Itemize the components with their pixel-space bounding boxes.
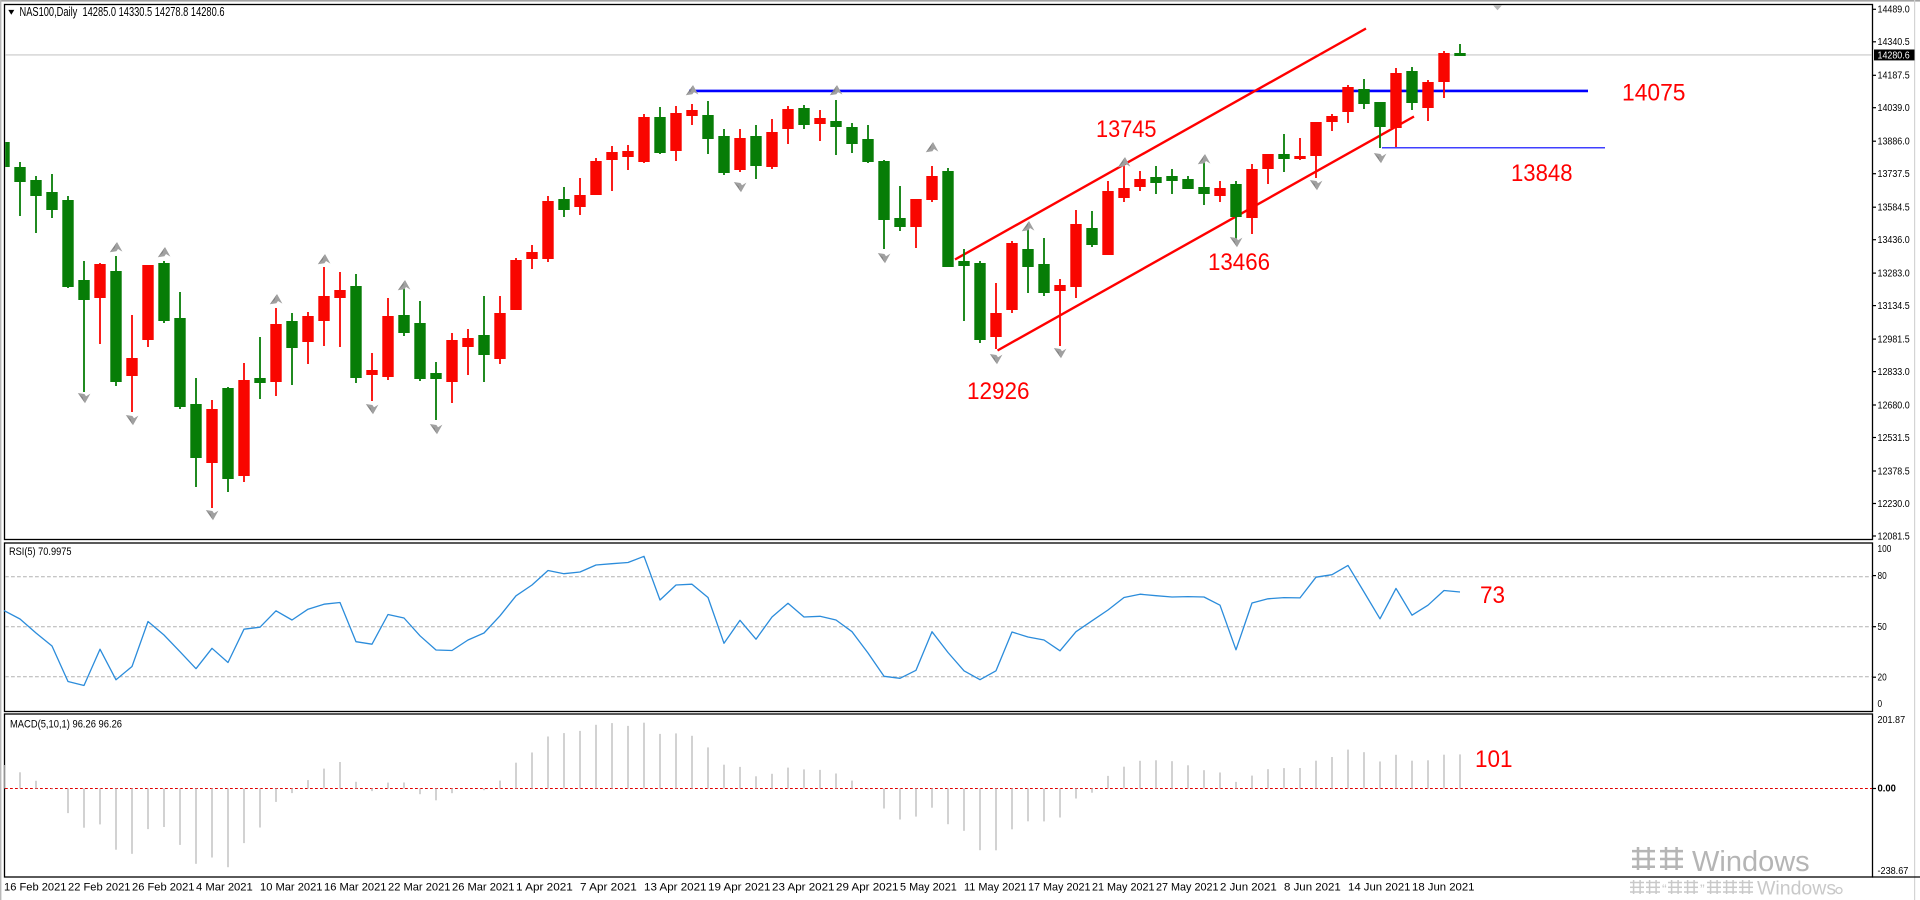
svg-text:22 Mar 2021: 22 Mar 2021 <box>388 882 451 894</box>
svg-text:NAS100,Daily 14285.0 14330.5: NAS100,Daily 14285.0 14330.5 14278.8 142… <box>20 5 225 19</box>
svg-text:100: 100 <box>1878 544 1892 555</box>
svg-text:0: 0 <box>1878 699 1883 710</box>
svg-text:27 May 2021: 27 May 2021 <box>1156 882 1219 894</box>
svg-text:101: 101 <box>1475 746 1513 773</box>
svg-text:17 May 2021: 17 May 2021 <box>1028 882 1091 894</box>
svg-text:13745: 13745 <box>1096 116 1157 143</box>
svg-text:13134.5: 13134.5 <box>1878 301 1911 312</box>
svg-text:12081.5: 12081.5 <box>1878 531 1911 542</box>
svg-text:16 Mar 2021: 16 Mar 2021 <box>324 882 387 894</box>
svg-text:23 Apr 2021: 23 Apr 2021 <box>772 882 835 894</box>
svg-text:13436.0: 13436.0 <box>1878 235 1911 246</box>
svg-text:7 Apr 2021: 7 Apr 2021 <box>580 882 637 894</box>
svg-text:26 Mar 2021: 26 Mar 2021 <box>452 882 515 894</box>
svg-text:14489.0: 14489.0 <box>1878 5 1911 16</box>
svg-text:20: 20 <box>1878 673 1888 684</box>
svg-text:22 Feb 2021: 22 Feb 2021 <box>68 882 131 894</box>
svg-text:13886.0: 13886.0 <box>1878 137 1911 148</box>
svg-text:11 May 2021: 11 May 2021 <box>964 882 1027 894</box>
svg-text:5 May 2021: 5 May 2021 <box>900 882 957 894</box>
svg-text:13 Apr 2021: 13 Apr 2021 <box>644 882 707 894</box>
svg-text:16 Feb 2021: 16 Feb 2021 <box>4 882 67 894</box>
svg-text:12926: 12926 <box>967 378 1030 405</box>
svg-text:12833.0: 12833.0 <box>1878 367 1911 378</box>
svg-text:73: 73 <box>1480 582 1505 609</box>
svg-text:2 Jun 2021: 2 Jun 2021 <box>1220 882 1277 894</box>
svg-text:12981.5: 12981.5 <box>1878 335 1911 346</box>
svg-text:29 Apr 2021: 29 Apr 2021 <box>836 882 899 894</box>
svg-text:26 Feb 2021: 26 Feb 2021 <box>132 882 195 894</box>
svg-text:-238.67: -238.67 <box>1878 866 1909 877</box>
svg-text:13848: 13848 <box>1511 160 1573 187</box>
svg-text:1 Apr 2021: 1 Apr 2021 <box>516 882 573 894</box>
svg-text:201.87: 201.87 <box>1878 715 1906 726</box>
svg-text:“: “ <box>1662 881 1667 897</box>
svg-text:14075: 14075 <box>1622 80 1686 107</box>
svg-text:18 Jun 2021: 18 Jun 2021 <box>1412 882 1475 894</box>
svg-text:8 Jun 2021: 8 Jun 2021 <box>1284 882 1341 894</box>
svg-text:13466: 13466 <box>1208 249 1270 276</box>
svg-text:21 May 2021: 21 May 2021 <box>1092 882 1155 894</box>
svg-text:RSI(5) 70.9975: RSI(5) 70.9975 <box>9 546 72 558</box>
svg-text:0.00: 0.00 <box>1878 784 1897 795</box>
svg-text:50: 50 <box>1878 622 1888 633</box>
svg-text:14187.5: 14187.5 <box>1878 71 1911 82</box>
svg-text:12230.0: 12230.0 <box>1878 499 1911 510</box>
svg-text:Windows: Windows <box>1757 878 1836 900</box>
svg-text:MACD(5,10,1) 96.26 96.26: MACD(5,10,1) 96.26 96.26 <box>10 719 122 731</box>
svg-text:13584.5: 13584.5 <box>1878 203 1911 214</box>
svg-text:”: ” <box>1700 881 1705 897</box>
svg-text:Windows: Windows <box>1692 846 1810 878</box>
svg-text:13283.0: 13283.0 <box>1878 269 1911 280</box>
svg-text:80: 80 <box>1878 571 1888 582</box>
svg-text:13737.5: 13737.5 <box>1878 169 1911 180</box>
svg-text:14 Jun 2021: 14 Jun 2021 <box>1348 882 1411 894</box>
svg-text:12378.5: 12378.5 <box>1878 466 1911 477</box>
svg-text:14039.0: 14039.0 <box>1878 103 1911 114</box>
svg-text:12531.5: 12531.5 <box>1878 433 1911 444</box>
svg-text:14280.6: 14280.6 <box>1878 50 1911 61</box>
svg-text:12680.0: 12680.0 <box>1878 400 1911 411</box>
svg-text:10 Mar 2021: 10 Mar 2021 <box>260 882 323 894</box>
svg-text:14340.5: 14340.5 <box>1878 37 1911 48</box>
svg-text:4 Mar 2021: 4 Mar 2021 <box>196 882 253 894</box>
svg-text:19 Apr 2021: 19 Apr 2021 <box>708 882 771 894</box>
